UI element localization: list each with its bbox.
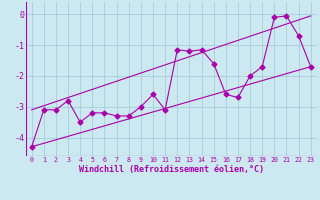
- X-axis label: Windchill (Refroidissement éolien,°C): Windchill (Refroidissement éolien,°C): [79, 165, 264, 174]
